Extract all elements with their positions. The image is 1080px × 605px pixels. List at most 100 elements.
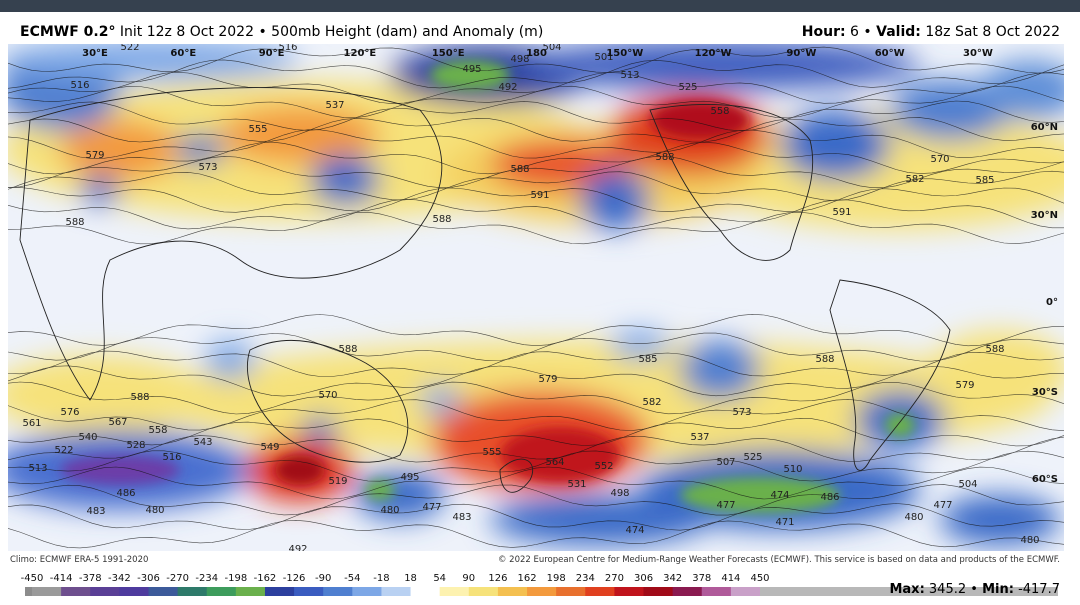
anomaly-core-blob	[650, 100, 750, 140]
longitude-label: 180	[526, 48, 547, 59]
contour-label: 558	[148, 425, 167, 436]
latitude-label: 0°	[1046, 297, 1058, 308]
contour-label: 495	[462, 64, 481, 75]
contour-label: 555	[248, 124, 267, 135]
anomaly-core-blob	[275, 455, 325, 485]
anomaly-blob	[980, 60, 1064, 120]
init: Init 12z 8 Oct 2022	[120, 24, 254, 40]
anomaly-blob	[520, 44, 920, 90]
contour-labels: 522 516 504 495 498 492 501 513 525 516 537 555 573 5…	[22, 42, 1039, 551]
contour-label: 540	[78, 432, 97, 443]
contour-label: 570	[318, 390, 337, 401]
latitude-label: 60°N	[1031, 122, 1058, 133]
contour-label: 477	[422, 502, 441, 513]
contours	[8, 46, 1064, 549]
stats: Max: 345.2 • Min: -417.7	[889, 582, 1060, 597]
contour-label: 513	[620, 70, 639, 81]
anomaly-core-blob	[60, 455, 180, 485]
colorbar-segment	[701, 587, 732, 596]
contour-line	[8, 503, 1064, 531]
contour-label: 519	[328, 476, 347, 487]
colorbar-segment	[148, 587, 179, 596]
contour-label: 483	[86, 506, 105, 517]
contour-label: 486	[820, 492, 839, 503]
colorbar-segment	[730, 587, 761, 596]
top-bar	[0, 0, 1080, 12]
longitude-label: 60°W	[875, 48, 905, 59]
colorbar-segment	[323, 587, 353, 596]
longitude-label: 30°E	[82, 48, 108, 59]
longitude-label: 90°W	[786, 48, 816, 59]
latitude-label: 30°S	[1032, 387, 1058, 398]
colorbar-end	[760, 587, 1058, 596]
max: 345.2	[929, 582, 966, 597]
contour-label: 516	[278, 42, 297, 53]
contour-label: 495	[400, 472, 419, 483]
contour-line	[8, 313, 1064, 347]
contour-label: 585	[975, 175, 994, 186]
contour-label: 531	[567, 479, 586, 490]
contour-line	[8, 211, 1064, 245]
colorbar-tick-label: 450	[750, 573, 769, 584]
longitude-label: 120°E	[344, 48, 377, 59]
max-label: Max:	[889, 582, 924, 597]
colorbar-segment	[410, 587, 441, 596]
contour-line	[8, 450, 1064, 482]
colorbar-tick-label: -126	[283, 573, 306, 584]
map: 522 516 504 495 498 492 501 513 525 516 537 555 573 5…	[8, 42, 1064, 551]
colorbar: -450 -414 -378 -342 -306 -270 -234 -198 -162 -126…	[21, 573, 1058, 596]
contour-line	[8, 381, 1064, 415]
south-america	[829, 279, 951, 471]
contour-line	[8, 399, 1064, 431]
contour-line	[8, 155, 1064, 189]
colorbar-tick-label: -90	[315, 573, 331, 584]
anomaly-core	[60, 60, 915, 513]
colorbar-tick-label: -234	[195, 573, 218, 584]
longitude-label: 120°W	[695, 48, 732, 59]
hour-label: Hour:	[802, 24, 846, 40]
contour-label: 588	[130, 392, 149, 403]
contour-label: 579	[85, 150, 104, 161]
contour-line	[8, 141, 1064, 175]
colorbar-tick-label: -270	[166, 573, 189, 584]
longitude-label: 90°E	[259, 48, 285, 59]
colorbar-tick-label: 162	[517, 573, 536, 584]
anomaly-blob	[80, 175, 120, 205]
contour-label: 588	[338, 344, 357, 355]
contour-label: 582	[905, 174, 924, 185]
colorbar-tick-label: 414	[721, 573, 740, 584]
colorbar-segment	[556, 587, 586, 596]
colorbar-segment	[614, 587, 645, 596]
contour-label: 516	[162, 452, 181, 463]
colorbar-tick-label: -18	[373, 573, 389, 584]
longitude-label: 30°W	[963, 48, 993, 59]
colorbar-segment	[585, 587, 615, 596]
colorbar-segment	[497, 587, 528, 596]
longitude-label: 60°E	[170, 48, 196, 59]
contour-label: 474	[770, 490, 789, 501]
contour-line	[8, 187, 1064, 213]
colorbar-tick-label: -342	[108, 573, 131, 584]
contour-line	[8, 46, 1064, 74]
model: ECMWF 0.2°	[20, 24, 115, 40]
contour-line	[8, 435, 1064, 463]
anomaly-core-blob	[885, 413, 915, 437]
anomaly-blob	[680, 340, 760, 400]
colorbar-tick-label: 378	[692, 573, 711, 584]
contour-label: 474	[625, 525, 644, 536]
anomaly-core-blob	[680, 477, 840, 513]
separator: •	[970, 582, 978, 597]
valid-label: Valid:	[876, 24, 921, 40]
eurasia-africa	[19, 87, 443, 401]
contour-line	[8, 170, 1064, 201]
valid: 18z Sat 8 Oct 2022	[925, 24, 1060, 40]
longitude-label: 150°E	[432, 48, 465, 59]
contour-label: 528	[126, 440, 145, 451]
colorbar-tick-label: -450	[21, 573, 44, 584]
contour-label: 522	[120, 42, 139, 53]
colorbar-tick-label: -378	[79, 573, 102, 584]
contour-line	[8, 417, 1064, 447]
contour-label: 558	[710, 106, 729, 117]
north-america	[649, 104, 814, 261]
